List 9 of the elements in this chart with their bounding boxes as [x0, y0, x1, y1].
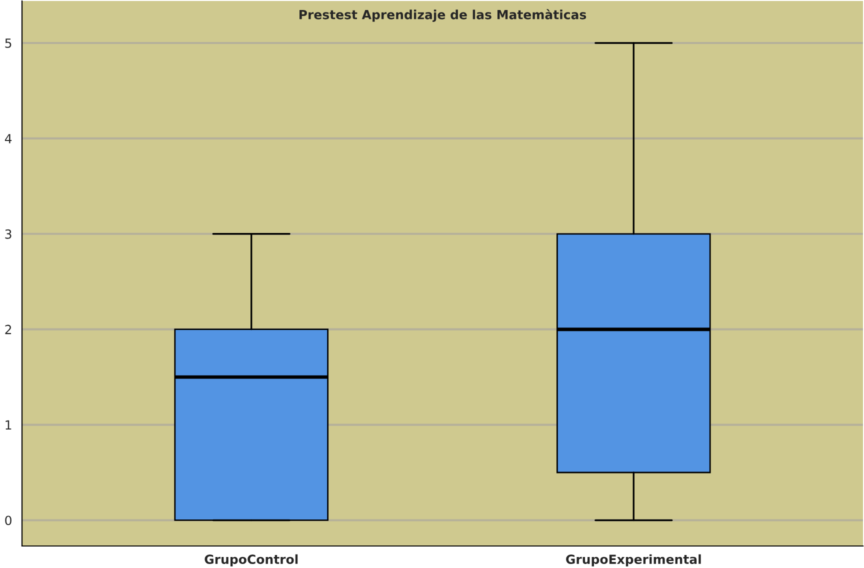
y-tick-label: 4 — [4, 134, 12, 144]
y-tick-label: 5 — [5, 38, 12, 48]
y-tick-label: 3 — [5, 229, 12, 239]
x-tick-label: GrupoControl — [204, 554, 298, 566]
x-tick-label: GrupoExperimental — [566, 554, 701, 566]
text: Prestest Aprendizaje de las Matemàticas — [299, 9, 586, 22]
y-tick-label: 1 — [6, 420, 12, 430]
y-tick-label: 0 — [5, 516, 12, 526]
y-tick-label: 2 — [5, 324, 12, 334]
